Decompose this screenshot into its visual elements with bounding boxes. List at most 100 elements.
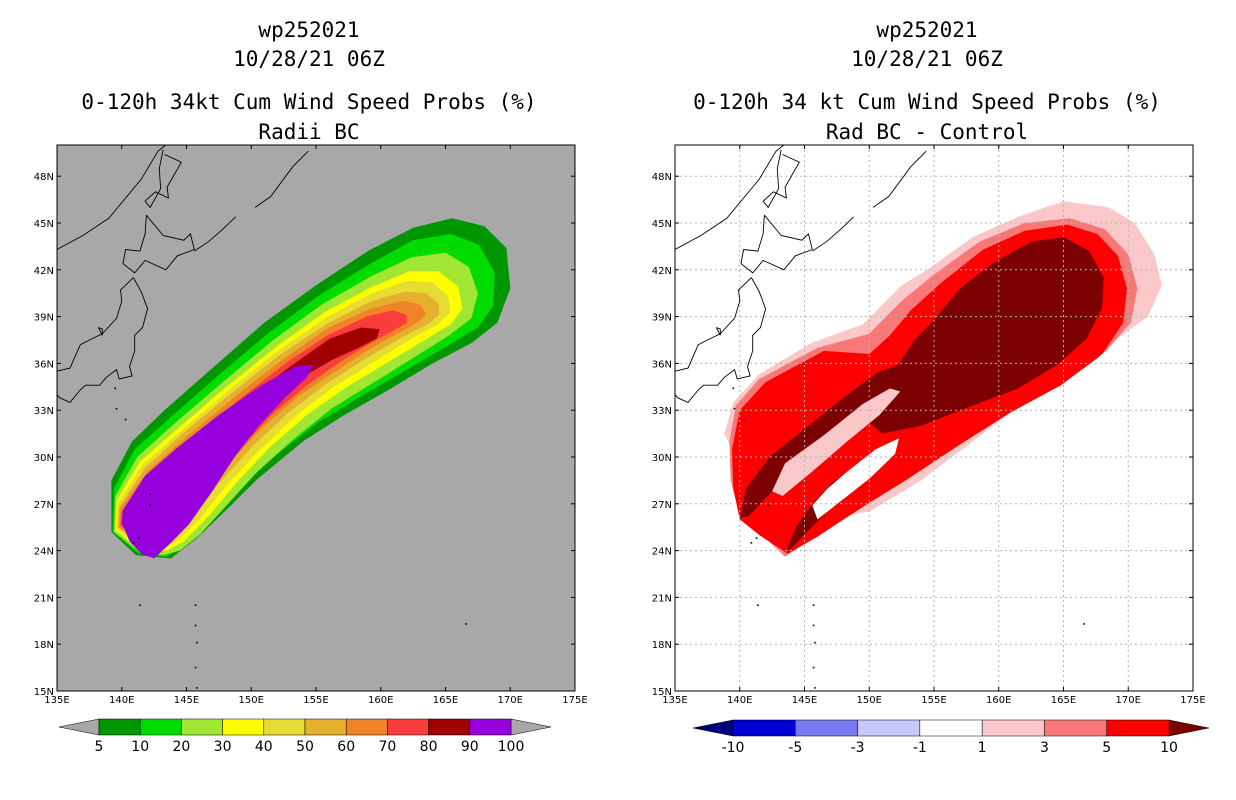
y-tick-label: 18N <box>652 640 672 651</box>
colorbar-swatch <box>345 718 388 736</box>
colorbar-label: 20 <box>172 739 190 755</box>
y-tick-label: 30N <box>34 453 54 464</box>
island-dot <box>812 624 815 627</box>
x-tick-label: 170E <box>498 695 523 706</box>
y-tick-label: 33N <box>34 406 54 417</box>
island-dot <box>757 604 759 606</box>
colorbar-label: 10 <box>131 739 149 755</box>
colorbar-extend-high <box>510 718 552 736</box>
colorbar-swatch <box>181 718 223 736</box>
x-tick-label: 175E <box>1180 695 1205 706</box>
left-datetime: 10/28/21 06Z <box>233 47 385 71</box>
colorbar-label: 5 <box>1102 740 1111 756</box>
x-tick-label: 165E <box>433 695 458 706</box>
island-dot <box>132 542 135 544</box>
island-dot <box>814 687 816 689</box>
x-tick-label: 145E <box>174 695 199 706</box>
colorbar-swatch <box>98 718 141 736</box>
coastline <box>872 150 927 208</box>
colorbar-swatch <box>795 719 858 737</box>
colorbar-swatch <box>139 718 182 736</box>
island-dot <box>732 387 735 390</box>
y-tick-label: 24N <box>652 547 672 558</box>
island-dot <box>196 641 198 644</box>
colorbar-label: 30 <box>214 739 232 755</box>
y-tick-label: 21N <box>652 593 672 604</box>
left-chart-subtitle: Radii BC <box>258 120 360 144</box>
colorbar-swatch <box>857 719 921 737</box>
x-tick-label: 160E <box>368 695 393 706</box>
right-map-plot: 135E 140E 145E 150E 155E 160E 165E 170E 175E 15N 1… <box>652 144 1210 756</box>
colorbar-label: 5 <box>95 739 104 755</box>
colorbar-label: 80 <box>420 739 438 755</box>
y-tick-label: 36N <box>652 359 672 370</box>
left-chart-panel: wp252021 10/28/21 06Z 0-120h 34kt Cum Wi… <box>34 18 588 755</box>
island-dot <box>755 537 758 539</box>
coastline <box>122 214 195 274</box>
x-tick-label: 165E <box>1051 695 1076 706</box>
y-tick-label: 48N <box>652 172 672 183</box>
x-tick-label: 140E <box>109 695 134 706</box>
x-tick-label: 155E <box>303 695 328 706</box>
island-dot <box>194 666 197 669</box>
y-tick-label: 30N <box>652 453 672 464</box>
island-dot <box>812 666 815 669</box>
y-tick-label: 39N <box>652 313 672 324</box>
y-tick-label: 45N <box>652 219 672 230</box>
colorbar-swatch <box>263 718 306 736</box>
island-dot <box>124 418 127 421</box>
island-dot <box>767 493 770 496</box>
left-map-plot: 135E 140E 145E 150E 155E 160E 165E 170E 175E 15N 1… <box>34 144 588 755</box>
y-tick-label: 42N <box>34 266 54 277</box>
x-tick-label: 135E <box>44 695 69 706</box>
x-tick-label: 160E <box>986 695 1011 706</box>
island-dot <box>465 623 468 625</box>
colorbar-extend-low <box>692 719 734 737</box>
x-tick-label: 135E <box>662 695 687 706</box>
colorbar-swatch <box>981 719 1045 737</box>
colorbar-swatch <box>428 718 471 736</box>
y-tick-label: 36N <box>34 359 54 370</box>
y-tick-label: 45N <box>34 219 54 230</box>
island-dot <box>742 418 745 421</box>
island-dot <box>733 407 736 410</box>
colorbar-label: -10 <box>722 740 745 756</box>
diff-gap-upper <box>772 388 901 496</box>
colorbar-label: 3 <box>1040 740 1049 756</box>
diff-gap-lower <box>812 438 899 520</box>
coastline <box>56 144 167 250</box>
colorbar-label: -3 <box>851 740 865 756</box>
colorbar-swatch <box>222 718 265 736</box>
island-dot <box>149 493 152 496</box>
island-dot <box>767 504 770 507</box>
coastline <box>762 149 800 209</box>
right-chart-subtitle: Rad BC - Control <box>825 120 1029 144</box>
x-tick-label: 150E <box>857 695 882 706</box>
colorbar-label: 40 <box>255 739 273 755</box>
y-tick-label: 24N <box>34 547 54 558</box>
island-dot <box>814 641 816 644</box>
colorbar-swatch <box>1044 719 1107 737</box>
x-tick-label: 150E <box>239 695 264 706</box>
right-datetime: 10/28/21 06Z <box>851 47 1003 71</box>
island-dot <box>812 604 815 606</box>
colorbar-label: 70 <box>378 739 396 755</box>
left-chart-title: 0-120h 34kt Cum Wind Speed Probs (%) <box>81 90 537 114</box>
island-dot <box>149 504 152 507</box>
coastline <box>812 216 855 252</box>
island-dot <box>194 604 197 606</box>
colorbar-label: -1 <box>913 740 927 756</box>
colorbar-swatch <box>304 718 347 736</box>
colorbar-label: 90 <box>461 739 479 755</box>
colorbar-swatch <box>387 718 429 736</box>
island-dot <box>1083 623 1086 625</box>
colorbar-swatch <box>919 719 983 737</box>
right-chart-panel: wp252021 10/28/21 06Z 0-120h 34 kt Cum W… <box>618 0 1236 800</box>
colorbar-extend-low <box>58 718 100 736</box>
y-tick-label: 48N <box>34 172 54 183</box>
island-dot <box>196 687 198 689</box>
colorbar-swatch <box>1106 719 1170 737</box>
coastline <box>254 150 309 208</box>
colorbar-extend-high <box>1168 719 1210 737</box>
colorbar-swatch <box>732 719 796 737</box>
